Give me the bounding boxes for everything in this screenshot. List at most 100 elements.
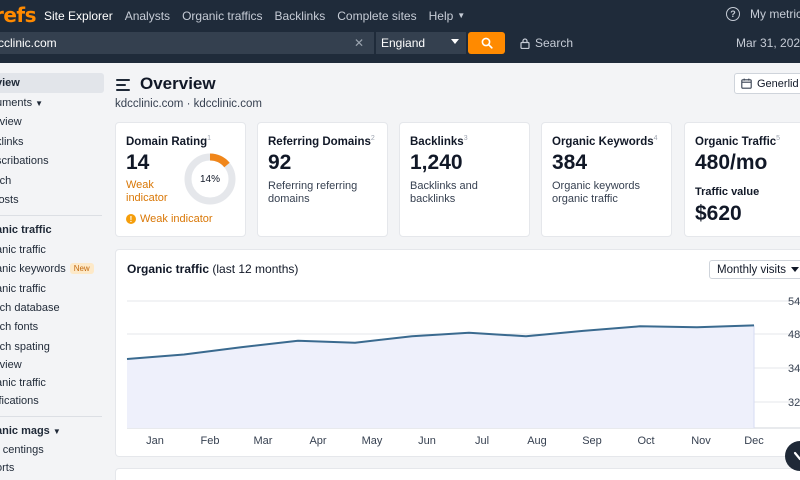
sidebar-item-search-spating[interactable]: rch spating <box>0 341 50 353</box>
weak-indicator-label: Weak indicator <box>140 213 213 225</box>
sidebar-item-label: anic mags <box>0 425 50 437</box>
nav-complete-sites[interactable]: Complete sites <box>337 8 417 23</box>
chart-title-rest: (last 12 months) <box>212 262 299 276</box>
sidebar-item-organic-traffic-2[interactable]: anic traffic <box>0 283 46 295</box>
sidebar-item-overview[interactable]: view <box>0 77 20 89</box>
sidebar-item-notifications[interactable]: ifications <box>0 395 39 407</box>
search-button[interactable] <box>468 32 505 54</box>
card-title-text: Domain Rating <box>126 135 208 148</box>
referring-domains-card[interactable]: Referring Domains2 92 Referring referrin… <box>257 122 388 237</box>
footnote-marker: 5 <box>776 135 781 142</box>
chart-title-bold: Organic traffic <box>127 262 210 276</box>
x-tick-label: Jul <box>475 435 489 447</box>
caret-down-icon <box>791 267 799 272</box>
traffic-value-label: Traffic value <box>695 186 760 198</box>
next-panel <box>115 468 800 480</box>
weak-indicator-text: Weak indicator <box>126 179 168 204</box>
x-tick-label: Aug <box>527 435 547 447</box>
calendar-icon <box>741 78 752 89</box>
caret-down-icon: ▼ <box>52 427 61 436</box>
sidebar-item-rview[interactable]: rview <box>0 116 22 128</box>
clear-icon[interactable]: ✕ <box>354 36 365 50</box>
card-title-text: Referring Domains <box>268 135 371 148</box>
domain-rating-card[interactable]: Domain Rating1 14 Weak indicator 14% ! W… <box>115 122 246 237</box>
sidebar-item-label: anic keywords <box>0 263 66 275</box>
traffic-line <box>126 324 755 360</box>
organic-traffic-value: 480/mo <box>695 151 768 174</box>
backlinks-subtext: Backlinks and backlinks <box>410 180 478 205</box>
sidebar-item-search[interactable]: rch <box>0 175 12 187</box>
sidebar-item-documents[interactable]: uments ▼ <box>0 97 43 109</box>
weak-indicator: ! Weak indicator <box>126 213 213 225</box>
referring-domains-subtext: Referring referring domains <box>268 180 358 205</box>
organic-traffic-chart-panel: Organic traffic (last 12 months) Monthly… <box>115 249 800 457</box>
y-tick-label: 32 <box>788 397 800 409</box>
nav-help-dropdown[interactable]: Help ▼ <box>429 9 466 23</box>
sidebar-item-overview-2[interactable]: rview <box>0 359 22 371</box>
help-icon[interactable]: ? <box>726 7 740 21</box>
backlinks-card[interactable]: Backlinks3 1,240 Backlinks and backlinks <box>399 122 530 237</box>
card-title-text: Backlinks <box>410 135 464 148</box>
sidebar-item-backlinks[interactable]: klinks <box>0 136 24 148</box>
nav-right: ? My metrics <box>726 7 800 21</box>
footnote-marker: 2 <box>370 135 375 142</box>
search-link-label: Search <box>535 36 574 50</box>
sidebar-divider <box>0 416 102 417</box>
domain-search-input[interactable] <box>0 32 374 54</box>
card-title-text: Organic Keywords <box>552 135 654 148</box>
sidebar-item-reports[interactable]: orts <box>0 462 15 474</box>
x-tick-label: Dec <box>744 435 764 447</box>
search-icon <box>481 37 493 49</box>
chevron-down-icon <box>793 451 800 461</box>
my-metrics-link[interactable]: My metrics <box>750 7 800 21</box>
nav-analysts[interactable]: Analysts <box>124 8 171 23</box>
x-tick-label: Nov <box>691 435 711 447</box>
ahrefs-logo[interactable]: refs <box>0 3 37 27</box>
sidebar-item-subscriptions[interactable]: scribations <box>0 155 49 167</box>
generic-button[interactable]: Generlid <box>734 73 800 94</box>
sidebar-item-organic-traffic-3[interactable]: anic traffic <box>0 377 46 389</box>
sidebar-item-organic-traffic[interactable]: anic traffic <box>0 244 46 256</box>
x-tick-label: Apr <box>309 435 326 447</box>
sidebar: view uments ▼ rview klinks scribations r… <box>0 63 108 480</box>
y-tick-label: 54 <box>788 296 800 308</box>
referring-domains-value: 92 <box>268 151 292 174</box>
sidebar-divider <box>0 215 102 216</box>
menu-icon[interactable] <box>116 79 130 91</box>
lock-icon <box>520 37 530 49</box>
caret-down-icon: ▼ <box>35 99 44 108</box>
x-tick-label: Feb <box>201 435 220 447</box>
organic-traffic-card[interactable]: Organic Traffic5 480/mo Traffic value $6… <box>684 122 800 237</box>
warning-icon: ! <box>126 214 136 224</box>
organic-keywords-card[interactable]: Organic Keywords4 384 Organic keywords o… <box>541 122 672 237</box>
country-select-value: Engiand <box>381 36 426 50</box>
card-title: Backlinks3 <box>410 135 468 148</box>
donut-percent-label: 14% <box>199 174 220 185</box>
country-select[interactable]: Engiand <box>376 32 466 54</box>
x-tick-label: Oct <box>637 435 654 447</box>
nav-backlinks[interactable]: Backlinks <box>274 8 326 23</box>
monthly-visits-value: Monthly visits <box>717 263 787 276</box>
sidebar-item-centings[interactable]: r centings <box>0 444 44 456</box>
sidebar-item-search-fonts[interactable]: rch fonts <box>0 321 39 333</box>
search-link[interactable]: Search <box>520 36 573 50</box>
nav-organic-traffics[interactable]: Organic traffics <box>182 8 263 23</box>
traffic-area <box>127 325 754 428</box>
assistant-button[interactable] <box>785 441 800 471</box>
sidebar-item-search-database[interactable]: rch database <box>0 302 60 314</box>
organic-traffic-chart: 54 48 34 32 Jan Feb Mar Apr May Jun Jul Aug Sep Oct No… <box>126 296 800 447</box>
card-title-text: Organic Traffic <box>695 135 777 148</box>
footnote-marker: 1 <box>207 135 212 142</box>
sidebar-heading-organic-traffic[interactable]: anic traffic <box>0 224 52 236</box>
sidebar-item-organic-keywords[interactable]: anic keywords New <box>0 263 94 275</box>
x-tick-label: Jan <box>146 435 164 447</box>
sidebar-item-hosts[interactable]: losts <box>0 194 19 206</box>
nav-site-explorer[interactable]: Site Explorer <box>44 8 113 23</box>
breadcrumb[interactable]: kdcclinic.com · kdcclinic.com <box>115 98 262 110</box>
x-tick-label: Sep <box>582 435 602 447</box>
monthly-visits-select[interactable]: Monthly visits <box>709 260 800 279</box>
sidebar-heading-organic-mags[interactable]: anic mags ▼ <box>0 425 61 437</box>
card-title: Organic Keywords4 <box>552 135 658 148</box>
page-title: Overview <box>140 74 216 93</box>
main-content: Overview kdcclinic.com · kdcclinic.com G… <box>108 63 800 480</box>
